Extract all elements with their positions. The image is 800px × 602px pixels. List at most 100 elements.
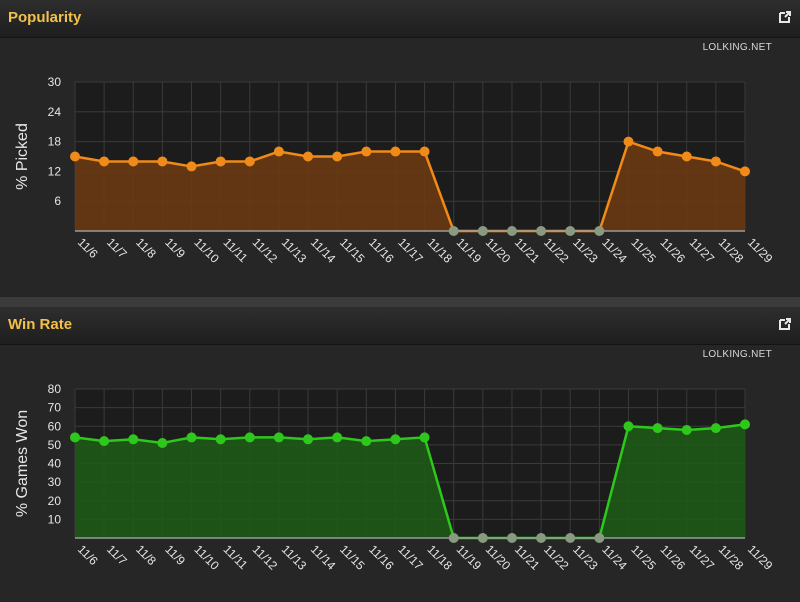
x-tick-label: 11/14 <box>308 542 339 573</box>
data-point[interactable] <box>99 156 110 167</box>
data-point[interactable] <box>565 226 576 236</box>
x-tick-label: 11/9 <box>162 235 188 261</box>
y-tick-label: 6 <box>54 194 61 208</box>
data-point[interactable] <box>273 146 284 157</box>
y-tick-label: 24 <box>48 105 62 119</box>
data-point[interactable] <box>128 156 139 167</box>
data-point[interactable] <box>652 146 663 157</box>
x-tick-label: 11/24 <box>599 235 630 266</box>
x-tick-label: 11/29 <box>745 235 776 266</box>
data-point[interactable] <box>332 432 343 443</box>
x-tick-label: 11/25 <box>628 235 659 266</box>
x-tick-label: 11/7 <box>104 542 130 568</box>
y-tick-label: 80 <box>48 382 62 396</box>
x-tick-label: 11/8 <box>133 235 159 261</box>
y-axis-label: % Games Won <box>14 410 31 517</box>
y-axis-label: % Picked <box>14 123 31 190</box>
data-point[interactable] <box>157 438 168 449</box>
data-point[interactable] <box>99 436 110 447</box>
data-point[interactable] <box>477 533 488 543</box>
data-point[interactable] <box>623 136 634 147</box>
data-point[interactable] <box>623 421 634 432</box>
x-tick-label: 11/6 <box>75 542 101 568</box>
y-tick-label: 70 <box>48 401 62 415</box>
data-point[interactable] <box>536 226 547 236</box>
data-point[interactable] <box>681 151 692 162</box>
data-point[interactable] <box>186 432 197 443</box>
data-point[interactable] <box>740 419 750 430</box>
x-tick-label: 11/18 <box>424 542 455 573</box>
y-tick-label: 40 <box>48 457 62 471</box>
data-point[interactable] <box>70 432 80 443</box>
data-point[interactable] <box>681 424 692 435</box>
x-tick-label: 11/11 <box>221 542 251 572</box>
x-tick-label: 11/10 <box>191 542 222 573</box>
data-point[interactable] <box>652 423 663 434</box>
x-tick-label: 11/20 <box>483 235 514 266</box>
data-point[interactable] <box>303 151 314 162</box>
data-point[interactable] <box>128 434 139 445</box>
data-point[interactable] <box>740 166 750 177</box>
x-tick-label: 11/19 <box>454 542 485 573</box>
y-tick-label: 50 <box>48 438 62 452</box>
x-tick-label: 11/23 <box>570 235 601 266</box>
data-point[interactable] <box>186 161 197 172</box>
external-link-icon[interactable] <box>778 10 792 24</box>
data-point[interactable] <box>477 226 488 236</box>
data-point[interactable] <box>419 146 430 157</box>
x-tick-label: 11/13 <box>279 235 310 266</box>
data-point[interactable] <box>710 156 721 167</box>
data-point[interactable] <box>244 432 255 443</box>
x-tick-label: 11/7 <box>104 235 130 261</box>
data-point[interactable] <box>594 226 605 236</box>
x-tick-label: 11/11 <box>221 235 251 265</box>
x-tick-label: 11/26 <box>657 542 688 573</box>
x-tick-label: 11/27 <box>687 542 718 573</box>
data-point[interactable] <box>361 146 372 157</box>
data-point[interactable] <box>70 151 80 162</box>
popularity-title: Popularity <box>8 9 82 26</box>
data-point[interactable] <box>361 436 372 447</box>
data-point[interactable] <box>332 151 343 162</box>
data-point[interactable] <box>215 434 226 445</box>
x-tick-label: 11/23 <box>570 542 601 573</box>
data-point[interactable] <box>448 533 459 543</box>
external-link-icon[interactable] <box>778 317 792 331</box>
data-point[interactable] <box>448 226 459 236</box>
data-point[interactable] <box>536 533 547 543</box>
data-point[interactable] <box>390 434 401 445</box>
data-point[interactable] <box>594 533 605 543</box>
popularity-panel-header: Popularity <box>0 0 800 38</box>
data-point[interactable] <box>506 226 517 236</box>
x-tick-label: 11/21 <box>512 235 543 266</box>
win-rate-panel-header: Win Rate <box>0 307 800 345</box>
lolking-brand-label[interactable]: LOLKING.NET <box>702 349 772 360</box>
x-tick-label: 11/24 <box>599 542 630 573</box>
x-tick-label: 11/27 <box>687 235 718 266</box>
data-point[interactable] <box>710 423 721 434</box>
data-point[interactable] <box>506 533 517 543</box>
x-tick-label: 11/8 <box>133 542 159 568</box>
x-tick-label: 11/29 <box>745 542 776 573</box>
series-area <box>75 424 745 538</box>
series-area <box>75 141 745 231</box>
y-tick-label: 18 <box>48 135 62 149</box>
x-tick-label: 11/10 <box>191 235 222 266</box>
x-tick-label: 11/9 <box>162 542 188 568</box>
data-point[interactable] <box>157 156 168 167</box>
x-tick-label: 11/18 <box>424 235 455 266</box>
data-point[interactable] <box>244 156 255 167</box>
y-tick-label: 20 <box>48 494 62 508</box>
lolking-brand-label[interactable]: LOLKING.NET <box>702 42 772 53</box>
y-tick-label: 10 <box>48 512 62 526</box>
data-point[interactable] <box>215 156 226 167</box>
data-point[interactable] <box>390 146 401 157</box>
win-rate-panel-body: LOLKING.NET 10 20 30 40 50 60 70 80 11/6 11/7 11/8… <box>0 345 800 602</box>
data-point[interactable] <box>303 434 314 445</box>
data-point[interactable] <box>273 432 284 443</box>
x-tick-label: 11/28 <box>716 542 747 573</box>
y-tick-label: 30 <box>48 75 62 89</box>
data-point[interactable] <box>565 533 576 543</box>
data-point[interactable] <box>419 432 430 443</box>
